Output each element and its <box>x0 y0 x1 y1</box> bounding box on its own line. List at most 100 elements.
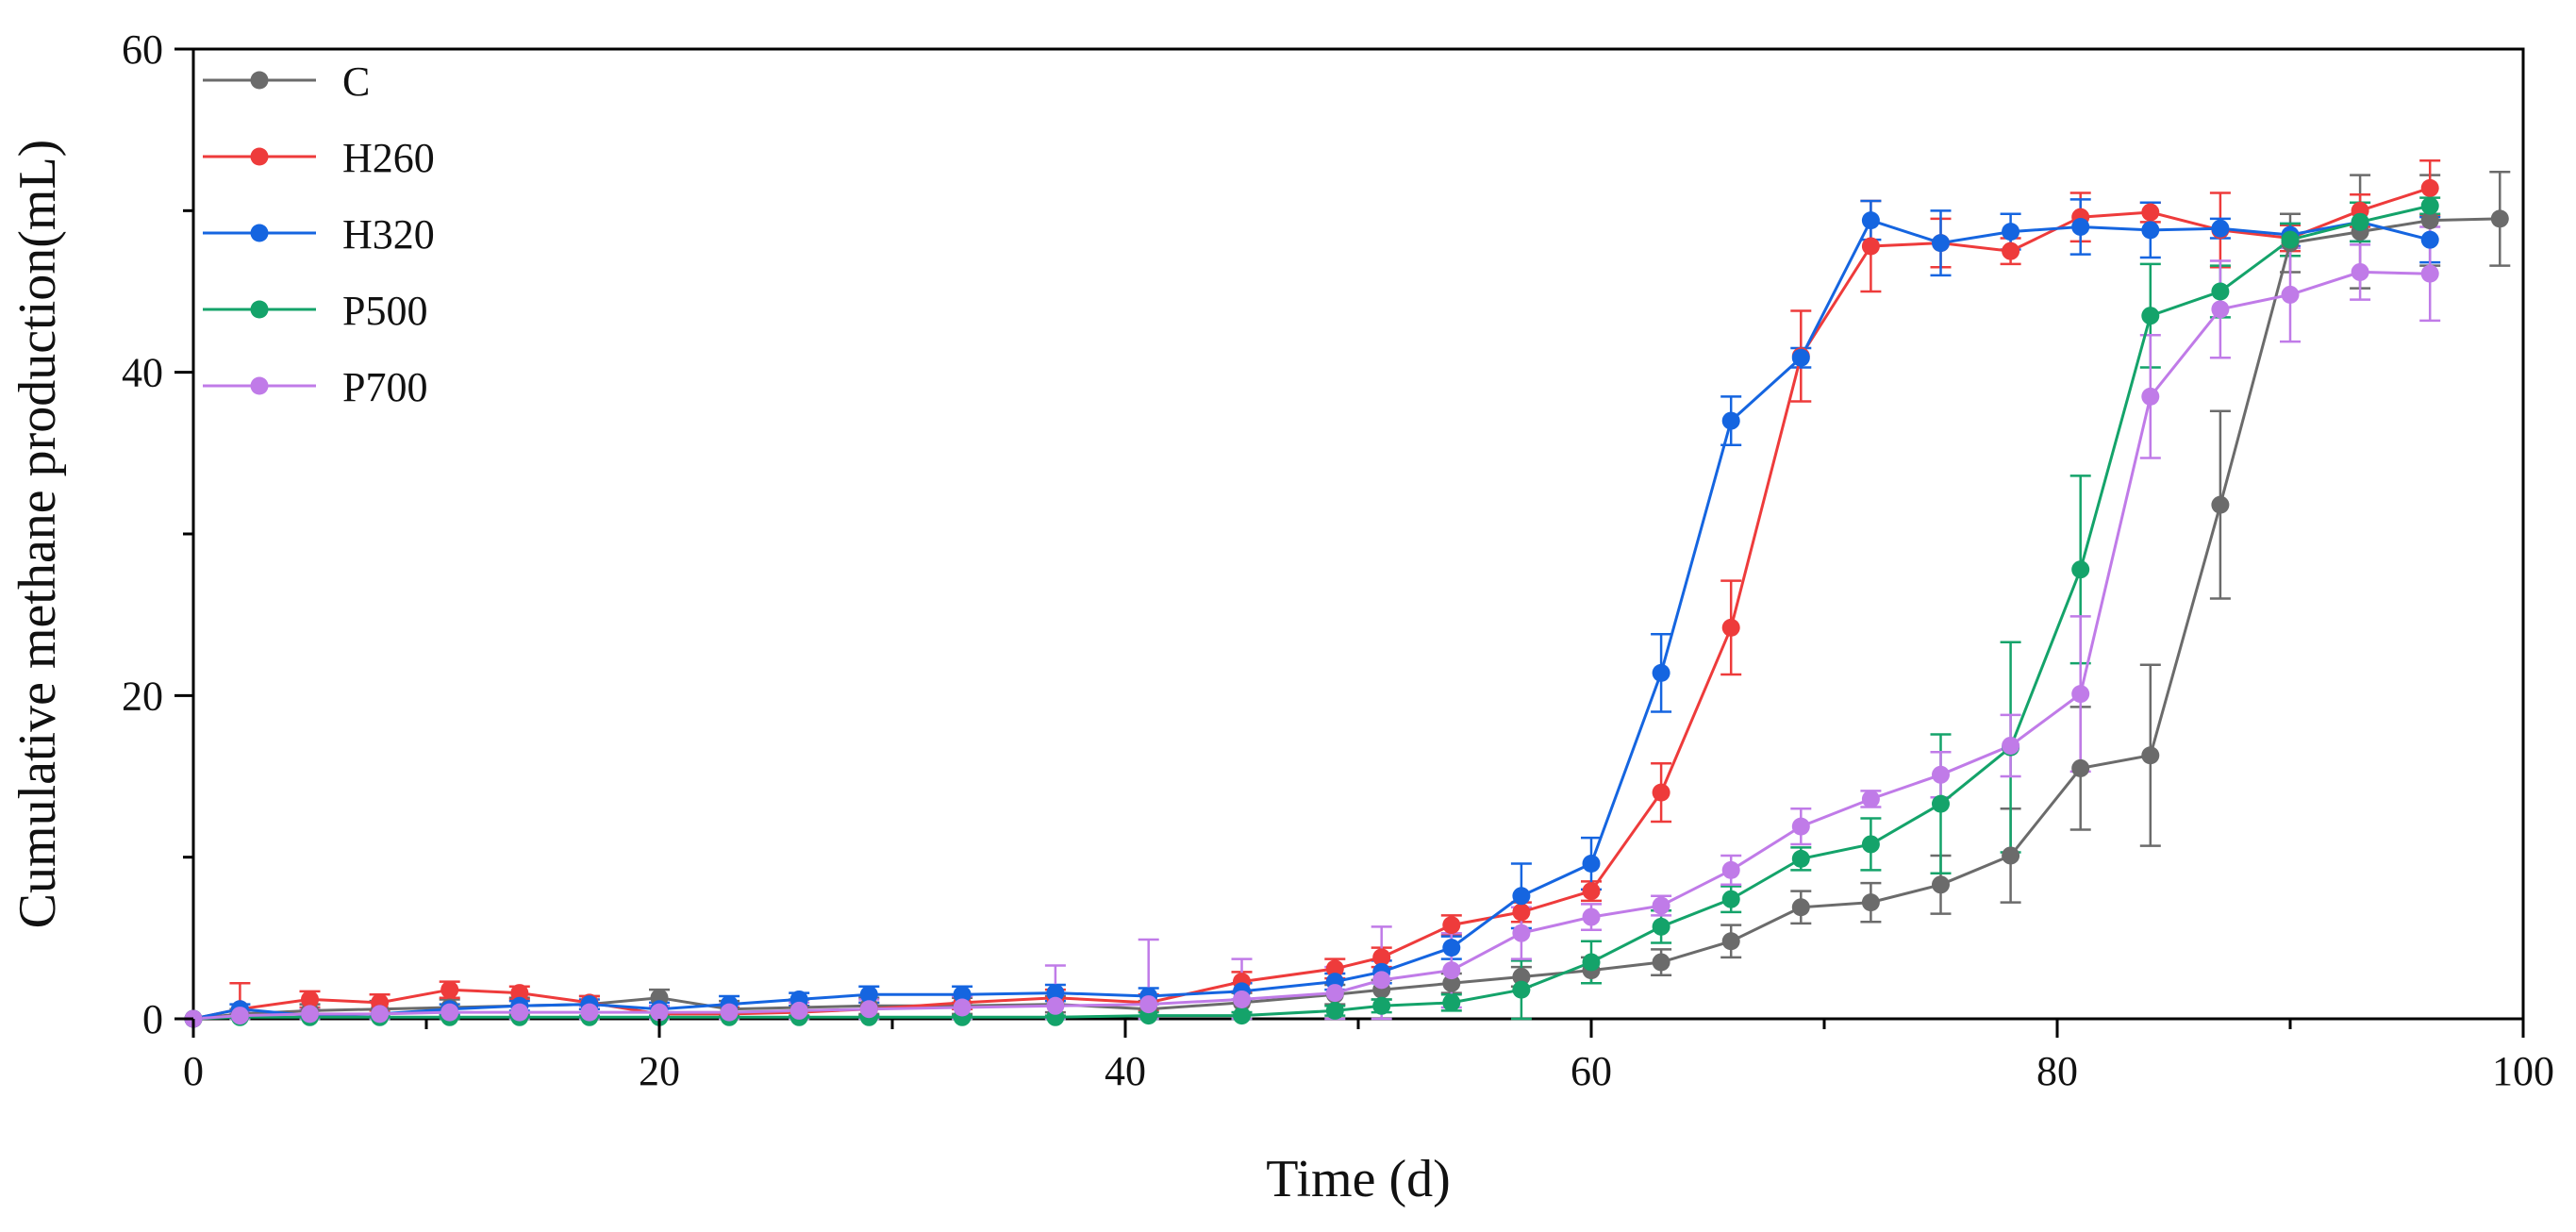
data-point-h260 <box>440 980 459 999</box>
legend-item-p500: P500 <box>203 288 427 334</box>
y-axis-title: Cumulative methane production(mL) <box>8 140 67 929</box>
legend-label: C <box>342 58 370 105</box>
data-point-c <box>1861 893 1880 912</box>
x-tick-label: 80 <box>2036 1048 2078 1094</box>
data-point-c <box>1932 875 1950 894</box>
data-point-p700 <box>720 1003 739 1022</box>
data-point-c <box>2141 746 2160 765</box>
data-point-p700 <box>1139 995 1158 1014</box>
data-point-c <box>1721 932 1740 951</box>
plot-area <box>191 47 2525 1021</box>
data-point-p700 <box>371 1005 390 1024</box>
data-point-h260 <box>1372 948 1391 967</box>
data-point-h320 <box>2071 217 2090 236</box>
data-point-h320 <box>2141 221 2160 240</box>
legend-item-c: C <box>203 58 370 105</box>
data-point-h260 <box>1582 882 1601 901</box>
data-point-c <box>1512 967 1531 986</box>
data-point-h260 <box>1325 959 1344 978</box>
data-point-p500 <box>1233 1007 1251 1025</box>
data-point-p700 <box>953 998 972 1017</box>
legend-swatch-marker <box>250 71 269 90</box>
data-point-p700 <box>2351 262 2369 281</box>
data-point-c <box>2420 211 2439 230</box>
series-lines-layer <box>192 186 2501 1021</box>
data-point-h320 <box>1582 855 1601 874</box>
axes-layer: 0 20 40 60 80 100 0 20 40 60 <box>122 26 2554 1094</box>
data-point-p500 <box>1932 794 1950 813</box>
data-point-p700 <box>859 1000 878 1019</box>
x-axis-title: Time (d) <box>1266 1150 1451 1208</box>
data-point-p700 <box>1233 990 1251 1008</box>
data-point-p700 <box>1791 817 1810 836</box>
data-point-h320 <box>2211 219 2230 238</box>
data-point-c <box>2490 209 2509 228</box>
data-point-h260 <box>1442 916 1461 935</box>
data-point-p500 <box>1791 849 1810 868</box>
data-point-p700 <box>440 1003 459 1022</box>
data-point-p700 <box>789 1001 808 1020</box>
series-line-p700 <box>192 270 2431 1021</box>
error-bars-layer <box>229 158 2511 1021</box>
data-point-p500 <box>2141 307 2160 325</box>
data-point-p700 <box>580 1003 599 1022</box>
legend-label: P500 <box>342 288 427 334</box>
data-point-h320 <box>859 985 878 1004</box>
data-point-h260 <box>1512 903 1531 922</box>
x-tick-label: 40 <box>1105 1048 1146 1094</box>
data-point-h320 <box>1442 939 1461 957</box>
data-point-p500 <box>1582 953 1601 972</box>
data-point-h320 <box>1046 984 1065 1003</box>
data-point-p700 <box>2281 285 2300 304</box>
data-point-p700 <box>1325 984 1344 1003</box>
data-point-p700 <box>2071 685 2090 704</box>
data-point-c <box>1442 974 1461 992</box>
legend-item-h260: H260 <box>203 135 435 181</box>
data-point-p500 <box>1325 1001 1344 1020</box>
data-point-h260 <box>1652 783 1670 802</box>
data-point-c <box>2071 758 2090 777</box>
data-point-h320 <box>2002 223 2020 241</box>
data-point-h260 <box>301 990 319 1008</box>
data-point-h260 <box>2141 203 2160 222</box>
legend-label: H260 <box>342 135 435 181</box>
data-point-h320 <box>1791 348 1810 367</box>
data-point-p500 <box>1721 890 1740 908</box>
data-point-c <box>1652 953 1670 972</box>
data-point-h260 <box>2002 241 2020 260</box>
data-point-c <box>1791 898 1810 917</box>
data-point-h260 <box>2420 178 2439 197</box>
legend-swatch-marker <box>250 376 269 395</box>
data-point-p700 <box>1046 996 1065 1015</box>
series-line-h320 <box>192 218 2431 1021</box>
data-point-p700 <box>650 1003 669 1022</box>
x-tick-label: 20 <box>639 1048 680 1094</box>
legend-swatch-marker <box>250 224 269 242</box>
data-point-h260 <box>1721 618 1740 637</box>
data-point-h320 <box>953 985 972 1004</box>
data-point-p500 <box>2211 282 2230 301</box>
y-tick-label: 40 <box>122 350 163 396</box>
series-line-h260 <box>192 186 2431 1021</box>
legend-swatch-marker <box>250 300 269 319</box>
y-tick-label: 0 <box>142 996 163 1042</box>
data-point-p500 <box>1861 835 1880 854</box>
x-tick-label: 0 <box>183 1048 204 1094</box>
data-point-p500 <box>2071 560 2090 579</box>
y-tick-label: 60 <box>122 26 163 73</box>
data-point-p700 <box>1932 765 1950 784</box>
data-point-p700 <box>1861 790 1880 808</box>
series-line-c <box>192 217 2501 1021</box>
data-point-p700 <box>1372 971 1391 990</box>
data-point-p500 <box>1372 996 1391 1015</box>
data-point-p700 <box>1582 907 1601 926</box>
data-point-p500 <box>2351 212 2369 231</box>
data-point-p700 <box>2211 300 2230 319</box>
data-point-p700 <box>1721 860 1740 879</box>
legend-item-h320: H320 <box>203 211 435 258</box>
data-point-p700 <box>1652 896 1670 915</box>
legend-item-p700: P700 <box>203 364 427 410</box>
data-point-h320 <box>1932 234 1950 253</box>
